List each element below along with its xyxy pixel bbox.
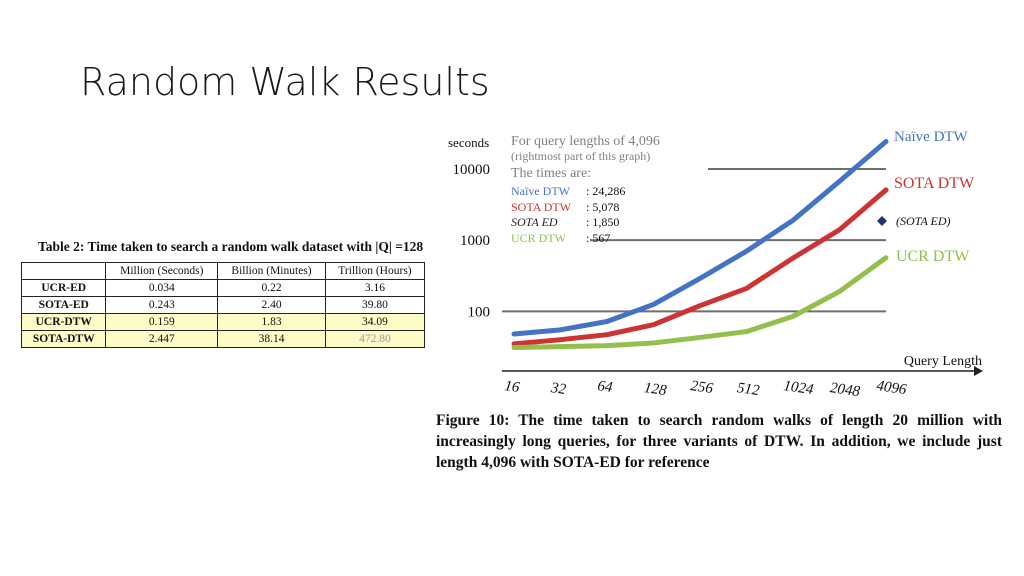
series-label: SOTA DTW <box>894 175 975 192</box>
slide-title: Random Walk Results <box>80 60 490 104</box>
table-cell: 38.14 <box>217 330 326 348</box>
x-tick-label: 1024 <box>782 378 814 398</box>
x-tick-label: 256 <box>689 378 714 397</box>
table-cell: 0.243 <box>105 296 219 314</box>
annotation-entry-label: UCR DTW <box>511 231 567 245</box>
results-table: Million (Seconds) Billion (Minutes) Tril… <box>20 262 426 348</box>
x-tick-label: 128 <box>643 380 668 399</box>
series-label: Naïve DTW <box>894 129 969 145</box>
x-tick-label: 32 <box>549 380 568 398</box>
x-axis-arrow <box>974 366 983 376</box>
table-header-cell: Billion (Minutes) <box>217 262 326 280</box>
annotation-entry-label: Naïve DTW <box>511 184 571 198</box>
table-header-cell <box>20 262 107 280</box>
x-axis-label: Query Length <box>904 354 982 369</box>
table-cell: 1.83 <box>217 313 326 331</box>
annotation-entry-label: SOTA DTW <box>511 200 572 214</box>
y-tick-label: 100 <box>468 304 491 320</box>
table-row: SOTA-ED 0.243 2.40 39.80 <box>20 296 426 314</box>
table-cell: 2.447 <box>105 330 219 348</box>
marker-point <box>877 216 887 226</box>
table-caption: Table 2: Time taken to search a random w… <box>38 239 424 254</box>
annotation-entry-value: : 1,850 <box>586 215 619 229</box>
table-cell: 0.22 <box>217 279 326 297</box>
table-cell: 472.80 <box>324 330 426 348</box>
x-tick-label: 2048 <box>829 380 861 400</box>
figure-caption: Figure 10: The time taken to search rand… <box>436 412 1002 471</box>
table-cell: 39.80 <box>324 296 426 314</box>
table-cell: 0.034 <box>105 279 219 297</box>
table-cell: 3.16 <box>324 279 426 297</box>
annotation-entry-value: : 567 <box>586 231 610 245</box>
annotation-text: The times are: <box>511 166 591 181</box>
series-label: UCR DTW <box>896 248 970 265</box>
marker-label: (SOTA ED) <box>896 214 951 228</box>
annotation-entry-value: : 24,286 <box>586 184 625 198</box>
annotation-text: For query lengths of 4,096 <box>511 134 660 149</box>
line-chart: 100 1000 10000 seconds Query Length 16 32 64 128… <box>448 129 983 400</box>
series-line <box>511 187 889 347</box>
table-row: UCR-DTW 0.159 1.83 34.09 <box>20 313 426 331</box>
table-cell: 2.40 <box>217 296 326 314</box>
series-line <box>511 255 889 351</box>
annotation-entry-label: SOTA ED <box>511 215 558 229</box>
table-cell: 0.159 <box>105 313 219 331</box>
table-header-cell: Trillion (Hours) <box>324 262 426 280</box>
table-row-label: SOTA-ED <box>20 296 107 314</box>
x-tick-label: 512 <box>736 380 761 399</box>
x-tick-label: 16 <box>503 378 521 396</box>
annotation-entry-value: : 5,078 <box>586 200 619 214</box>
table-row-label: UCR-DTW <box>20 313 107 331</box>
table-header-cell: Million (Seconds) <box>105 262 219 280</box>
x-tick-label: 4096 <box>875 378 907 398</box>
table-row-label: SOTA-DTW <box>20 330 107 348</box>
x-tick-label: 64 <box>596 378 614 396</box>
table-row: SOTA-DTW 2.447 38.14 472.80 <box>20 330 426 348</box>
series-line <box>511 139 889 337</box>
table-row-label: UCR-ED <box>20 279 107 297</box>
table-header-row: Million (Seconds) Billion (Minutes) Tril… <box>20 262 426 280</box>
annotation-text: (rightmost part of this graph) <box>511 149 650 163</box>
table-cell: 34.09 <box>324 313 426 331</box>
y-tick-label: 10000 <box>453 162 491 178</box>
table-row: UCR-ED 0.034 0.22 3.16 <box>20 279 426 297</box>
y-tick-label: 1000 <box>460 233 490 249</box>
y-axis-label: seconds <box>448 135 489 150</box>
